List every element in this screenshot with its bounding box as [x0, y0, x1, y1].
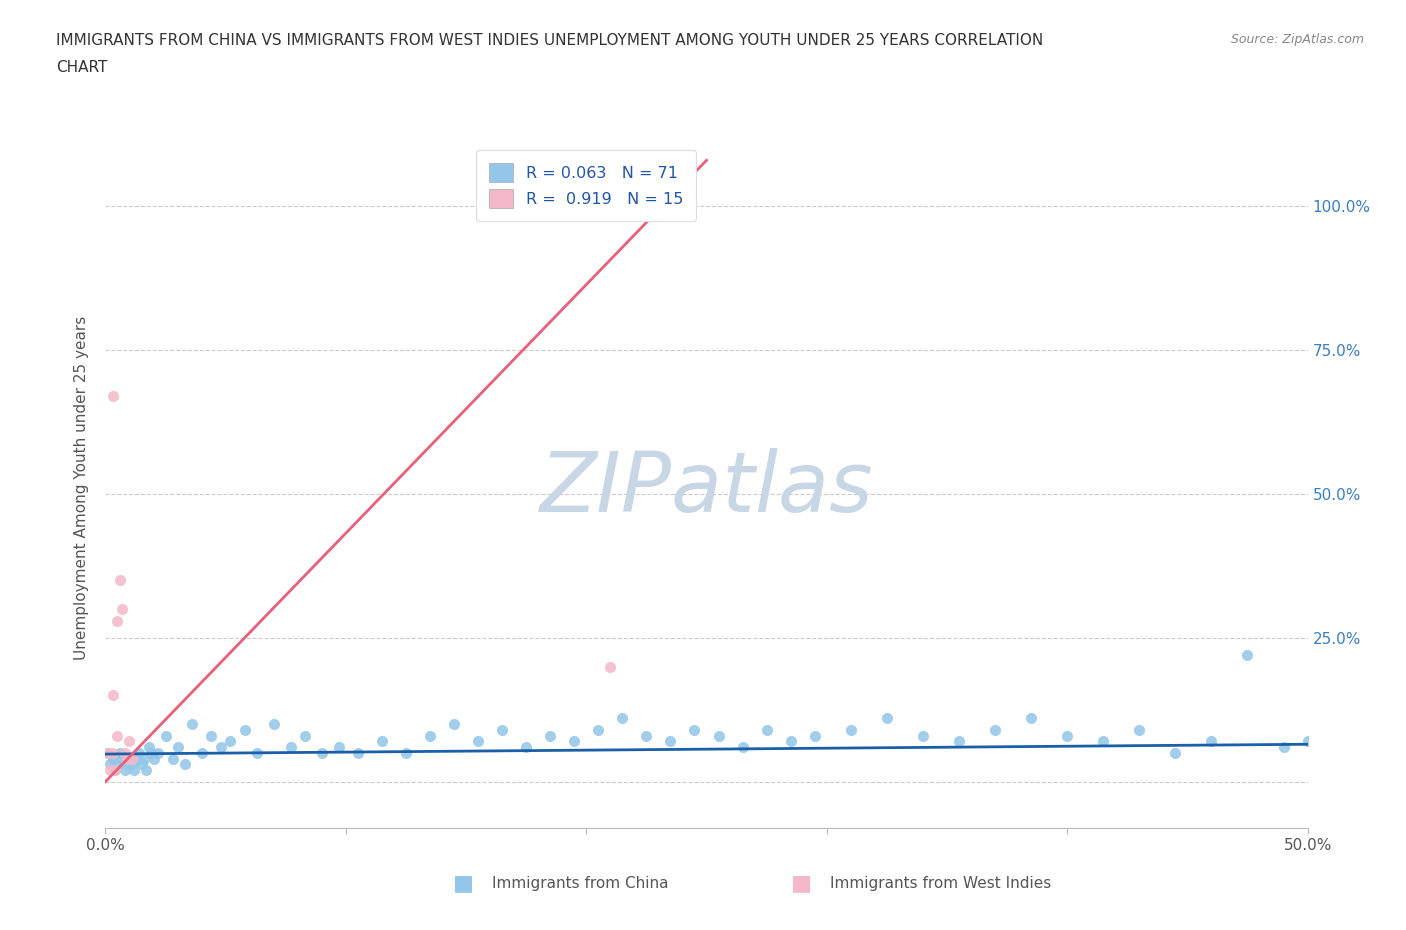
Point: [104, 763, 127, 777]
Point: [803, 728, 825, 743]
Point: [121, 757, 143, 772]
Point: [104, 763, 127, 777]
Point: [984, 723, 1007, 737]
Point: [114, 746, 136, 761]
Point: [1164, 746, 1187, 761]
Point: [1201, 734, 1223, 749]
Point: [101, 389, 124, 404]
Point: [876, 711, 898, 725]
Point: [138, 739, 160, 754]
Point: [124, 763, 146, 777]
Point: [599, 659, 621, 674]
Point: [111, 602, 134, 617]
Point: [118, 734, 141, 749]
Point: [115, 751, 138, 766]
Point: [190, 746, 212, 761]
Point: [731, 739, 754, 754]
Point: [101, 746, 124, 761]
Text: ZIPatlas: ZIPatlas: [540, 447, 873, 529]
Point: [1092, 734, 1115, 749]
Text: CHART: CHART: [56, 60, 108, 75]
Point: [233, 723, 256, 737]
Text: Source: ZipAtlas.com: Source: ZipAtlas.com: [1230, 33, 1364, 46]
Point: [101, 688, 124, 703]
Point: [636, 728, 658, 743]
Text: ■: ■: [454, 873, 474, 894]
Point: [562, 734, 585, 749]
Point: [467, 734, 489, 749]
Point: [107, 613, 129, 628]
Point: [128, 746, 150, 761]
Point: [588, 723, 610, 737]
Point: [263, 717, 285, 732]
Point: [538, 728, 561, 743]
Point: [1236, 647, 1258, 662]
Point: [115, 757, 138, 772]
Point: [1019, 711, 1042, 725]
Point: [97, 746, 120, 761]
Point: [139, 746, 162, 761]
Point: [173, 757, 195, 772]
Point: [114, 763, 136, 777]
Point: [246, 746, 269, 761]
Point: [108, 746, 131, 761]
Point: [707, 728, 730, 743]
Point: [148, 746, 170, 761]
Point: [491, 723, 513, 737]
Point: [200, 728, 222, 743]
Point: [779, 734, 801, 749]
Point: [347, 746, 370, 761]
Point: [219, 734, 242, 749]
Point: [111, 751, 134, 766]
Point: [142, 751, 165, 766]
Point: [108, 573, 131, 588]
Point: [162, 751, 184, 766]
Point: [419, 728, 441, 743]
Point: [132, 751, 155, 766]
Point: [839, 723, 862, 737]
Y-axis label: Unemployment Among Youth under 25 years: Unemployment Among Youth under 25 years: [75, 316, 90, 660]
Point: [948, 734, 970, 749]
Point: [166, 739, 188, 754]
Point: [101, 751, 124, 766]
Text: ■: ■: [792, 873, 811, 894]
Point: [515, 739, 537, 754]
Point: [911, 728, 934, 743]
Point: [209, 739, 232, 754]
Point: [97, 746, 120, 761]
Point: [371, 734, 394, 749]
Point: [98, 757, 121, 772]
Text: Immigrants from China: Immigrants from China: [492, 876, 669, 891]
Text: IMMIGRANTS FROM CHINA VS IMMIGRANTS FROM WEST INDIES UNEMPLOYMENT AMONG YOUTH UN: IMMIGRANTS FROM CHINA VS IMMIGRANTS FROM…: [56, 33, 1043, 47]
Text: Immigrants from West Indies: Immigrants from West Indies: [830, 876, 1050, 891]
Legend: R = 0.063   N = 71, R =  0.919   N = 15: R = 0.063 N = 71, R = 0.919 N = 15: [477, 150, 696, 221]
Point: [443, 717, 465, 732]
Point: [683, 723, 706, 737]
Point: [155, 728, 177, 743]
Point: [181, 717, 204, 732]
Point: [1272, 739, 1295, 754]
Point: [98, 763, 121, 777]
Point: [311, 746, 333, 761]
Point: [121, 751, 143, 766]
Point: [107, 757, 129, 772]
Point: [135, 763, 157, 777]
Point: [1056, 728, 1078, 743]
Point: [1296, 734, 1319, 749]
Point: [107, 728, 129, 743]
Point: [280, 739, 302, 754]
Point: [1128, 723, 1150, 737]
Point: [118, 751, 141, 766]
Point: [294, 728, 316, 743]
Point: [328, 739, 350, 754]
Point: [395, 746, 418, 761]
Point: [659, 734, 682, 749]
Point: [131, 757, 153, 772]
Point: [125, 751, 148, 766]
Point: [612, 711, 634, 725]
Point: [755, 723, 778, 737]
